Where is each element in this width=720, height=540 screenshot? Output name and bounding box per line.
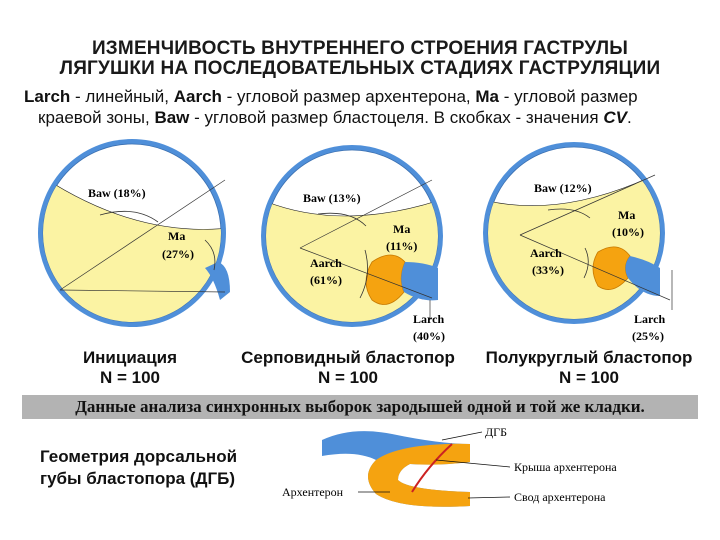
baw-text: - угловой размер бластоцеля. В скобках -… (189, 108, 604, 127)
ma-label-3: Ma (618, 208, 635, 222)
baw-label-1: Baw (18%) (88, 186, 146, 200)
archenteron-3 (592, 246, 631, 290)
stage-name-2: Серповидный бластопор (241, 348, 455, 367)
ma-value-3: (10%) (612, 225, 644, 239)
dgb-red-line (411, 443, 453, 493)
aarch-arc-3 (583, 247, 589, 279)
line2-text: краевой зоны, (38, 108, 155, 127)
aarch-label-3: Aarch (530, 246, 562, 260)
baw-arc-2 (317, 212, 367, 227)
larch-value-3: (25%) (632, 329, 664, 343)
title-line-2: ЛЯГУШКИ НА ПОСЛЕДОВАТЕЛЬНЫХ СТАДИЯХ ГАСТ… (59, 58, 661, 79)
larch-term: Larch (24, 87, 71, 106)
angle-line-3b (519, 234, 671, 301)
larch-label-3: Larch (634, 312, 665, 326)
orange-tissue (368, 443, 470, 507)
yolk-2 (266, 200, 438, 322)
title-line-1: ИЗМЕНЧИВОСТЬ ВНУТРЕННЕГО СТРОЕНИЯ ГАСТРУ… (91, 38, 629, 59)
interior-3 (487, 146, 661, 320)
data-banner: Данные анализа синхронных выборок зароды… (22, 395, 698, 419)
ma-arc-1 (204, 239, 216, 271)
stage-caption-3: Полукруглый бластопор N = 100 (474, 348, 704, 388)
angle-line-2b (299, 247, 433, 299)
cv-end: . (626, 108, 632, 127)
aarch-term: Aarch (173, 87, 222, 106)
larch-value-2: (40%) (413, 329, 445, 343)
interior-2 (265, 149, 439, 323)
baw-arc-1 (99, 210, 159, 223)
baw-term: Baw (154, 108, 190, 127)
dorsal-lip-geometry: ДГБ Крыша архентерона Архентерон Свод ар… (282, 425, 617, 507)
legend-description: Larch - линейный, Aarch - угловой размер… (24, 86, 704, 128)
blue-tissue (322, 431, 470, 507)
yolk-3 (488, 170, 660, 319)
roof-pointer (435, 459, 511, 468)
baw-label-3: Baw (12%) (534, 181, 592, 195)
blue-ring-3 (483, 142, 665, 324)
stage-n-3: N = 100 (558, 368, 619, 387)
angle-line-3a (519, 174, 656, 236)
ma-text: - угловой размер (499, 87, 638, 106)
angle-line-1b (59, 289, 226, 293)
aarch-value-2: (61%) (310, 273, 342, 287)
stage-name-1: Инициация (82, 348, 178, 367)
stage-name-3: Полукруглый бластопор (485, 348, 693, 367)
roof-label: Крыша архентерона (514, 460, 617, 474)
marginal-zone-3 (625, 256, 660, 296)
vault-label: Свод архентерона (514, 490, 606, 504)
larch-text: - линейный, (70, 87, 174, 106)
stage-n-2: N = 100 (317, 368, 378, 387)
gastrula-semicircular: Baw (12%) Ma (10%) Aarch (33%) Larch (25… (483, 142, 673, 343)
description-line-2: краевой зоны, Baw - угловой размер бласт… (24, 107, 704, 128)
aarch-value-3: (33%) (532, 263, 564, 277)
geometry-title: Геометрия дорсальной губы бластопора (ДГ… (40, 446, 270, 490)
stage-caption-1: Инициация N = 100 (40, 348, 220, 388)
dgb-label: ДГБ (485, 425, 507, 439)
gastrula-crescent: Baw (13%) Ma (11%) Aarch (61%) Larch (40… (261, 145, 445, 343)
aarch-label-2: Aarch (310, 256, 342, 270)
stage-n-1: N = 100 (99, 368, 160, 387)
archenteron-label: Архентерон (282, 485, 344, 499)
baw-arc-3 (547, 208, 591, 219)
ma-label-1: Ma (168, 229, 185, 243)
marginal-zone-2 (401, 262, 438, 301)
aarch-text: - угловой размер архентерона, (221, 87, 476, 106)
marginal-zone-1 (205, 262, 230, 300)
larch-label-2: Larch (413, 312, 444, 326)
blastocoel-floor-2 (266, 199, 438, 217)
blastocoel-floor-3 (488, 169, 660, 207)
ma-label-2: Ma (393, 222, 410, 236)
vault-pointer (467, 496, 511, 499)
aarch-arc-2 (359, 249, 368, 299)
blastocoel-floor-1 (43, 174, 221, 230)
description-line-1: Larch - линейный, Aarch - угловой размер… (24, 86, 704, 107)
cv-term: CV (603, 108, 627, 127)
dgb-pointer (441, 431, 483, 441)
blue-ring-2 (261, 145, 443, 327)
geometry-title-line-1: Геометрия дорсальной (40, 447, 238, 466)
geometry-title-line-2: губы бластопора (ДГБ) (40, 469, 236, 488)
angle-line-2a (299, 179, 433, 249)
archenteron-2 (365, 254, 406, 305)
baw-label-2: Baw (13%) (303, 191, 361, 205)
blue-ring-1 (38, 139, 226, 327)
ma-term: Ma (475, 87, 499, 106)
ma-value-2: (11%) (386, 239, 417, 253)
stage-caption-2: Серповидный бластопор N = 100 (228, 348, 468, 388)
interior-1 (42, 143, 222, 323)
angle-line-1a (59, 179, 226, 291)
yolk-1 (43, 175, 221, 322)
ma-value-1: (27%) (162, 247, 194, 261)
gastrula-initiation: Baw (18%) Ma (27%) (38, 139, 230, 327)
